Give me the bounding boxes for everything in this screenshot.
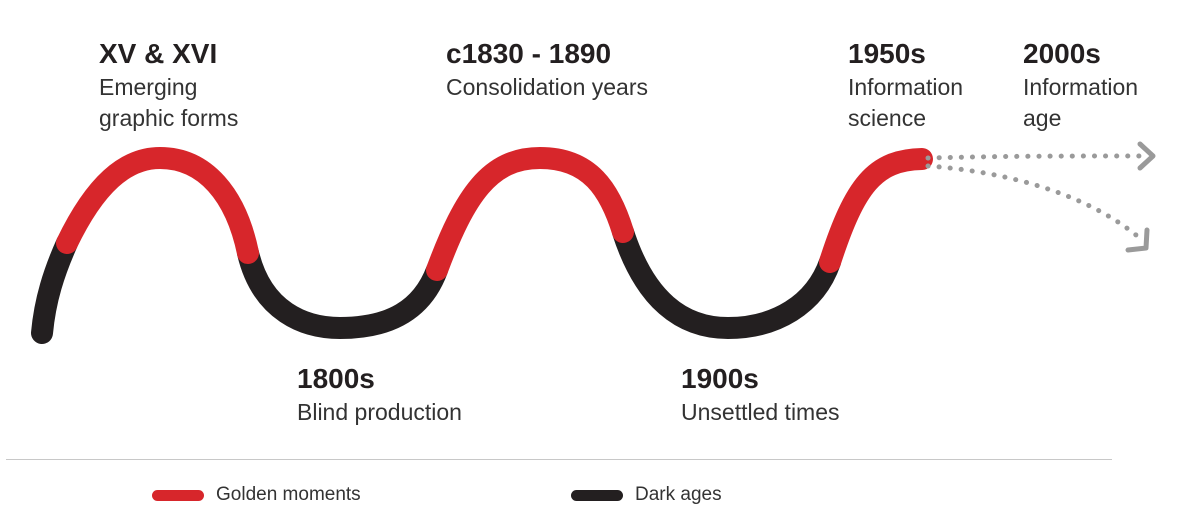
- legend-item-dark-ages: Dark ages: [571, 482, 722, 508]
- era-period: 1950s: [848, 38, 926, 69]
- era-period: 1800s: [297, 363, 375, 394]
- wave-segment-golden-1950s: [819, 148, 933, 273]
- era-1950s: 1950s Information science: [848, 38, 963, 134]
- era-xv-xvi: XV & XVI Emerging graphic forms: [99, 38, 238, 134]
- era-label: Consolidation years: [446, 74, 649, 101]
- future-path-lower: [925, 163, 1145, 243]
- era-label: Unsettled times: [681, 399, 840, 426]
- era-period: c1830 - 1890: [446, 38, 612, 69]
- wave-segment-golden-xv-xvi: [56, 146, 259, 264]
- arrow-head-lower-icon: [1125, 227, 1150, 253]
- era-1800s: 1800s Blind production: [297, 363, 462, 428]
- era-label: Blind production: [297, 399, 462, 426]
- legend-label: Golden moments: [216, 484, 361, 505]
- legend-divider: [6, 459, 1112, 460]
- era-2000s: 2000s Information age: [1023, 38, 1138, 134]
- era-label: Information science: [848, 74, 964, 132]
- era-label: Emerging graphic forms: [99, 74, 239, 132]
- era-label: Information age: [1023, 74, 1139, 132]
- era-period: XV & XVI: [99, 38, 218, 69]
- wave-segment-dark-1800s: [237, 242, 448, 340]
- era-c1830-1890: c1830 - 1890 Consolidation years: [446, 38, 648, 103]
- legend-item-golden-moments: Golden moments: [152, 482, 361, 508]
- arrow-head-upper-icon: [1137, 141, 1156, 171]
- future-path-upper: [925, 153, 1151, 161]
- wave-segment-dark-start: [31, 232, 78, 344]
- era-period: 1900s: [681, 363, 759, 394]
- era-period: 2000s: [1023, 38, 1101, 69]
- wave-segment-dark-1900s: [612, 221, 841, 340]
- legend-swatch-golden: [152, 489, 204, 501]
- legend-swatch-dark: [571, 489, 623, 501]
- legend-label: Dark ages: [635, 484, 722, 505]
- wave-segment-golden-c1830-1890: [426, 146, 634, 281]
- era-1900s: 1900s Unsettled times: [681, 363, 840, 428]
